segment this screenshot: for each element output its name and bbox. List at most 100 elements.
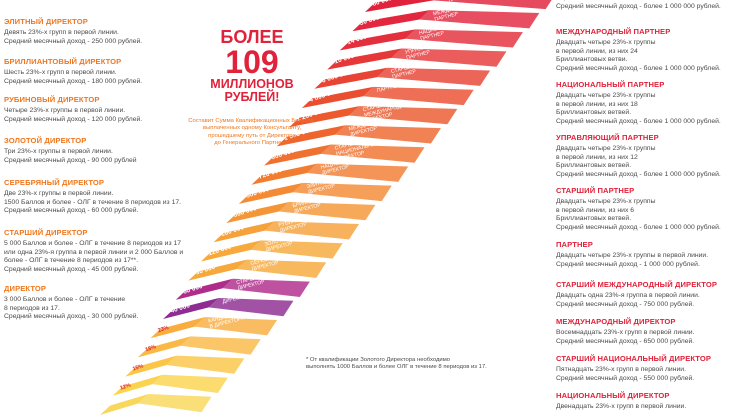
step-value-face [137,336,191,358]
step-label-face [377,67,491,86]
headline-line4: РУБЛЕЙ! [224,89,280,104]
step-label-face [293,182,392,202]
step-value-face [175,278,233,300]
left-level: БРИЛЛИАНТОВЫЙ ДИРЕКТОР Шесть 23%-х групп … [4,57,142,86]
step-label-face [363,86,474,106]
right-level: СТАРШИЙ МЕЖДУНАРОДНЫЙ ДИРЕКТОР Двадцать о… [556,280,717,309]
step-label-face [138,393,212,413]
step-value-face [264,144,332,166]
step-value-face [251,163,318,185]
level-title: МЕЖДУНАРОДНЫЙ ПАРТНЕР [556,27,671,36]
level-description: 5 000 Баллов и более - ОЛГ в течение 8 п… [4,240,184,273]
level-description: Три 23%-х группы в первой линии. Средний… [4,148,137,164]
right-level: первой линии, из них 30 Средний месячный… [556,0,721,11]
left-level: СЕРЕБРЯНЫЙ ДИРЕКТОР Две 23%-х группы в пе… [4,178,181,216]
level-title: ЗОЛОТОЙ ДИРЕКТОР [4,136,87,145]
left-level: ЭЛИТНЫЙ ДИРЕКТОР Девять 23%-х групп в пер… [4,17,142,46]
level-description: первой линии, из них 30 Средний месячный… [556,0,721,10]
step-label-face [419,10,540,29]
headline-line3: МИЛЛИОНОВ [210,77,294,91]
step-label-face [222,278,310,298]
step-value-face [365,0,434,12]
step-value-face [163,297,219,320]
stair-step: 6 000 000 СТАРШИЙПАРТНЕР [314,61,491,89]
level-title: НАЦИОНАЛЬНЫЙ ПАРТНЕР [556,80,665,89]
step-label-face [264,221,360,240]
right-level: НАЦИОНАЛЬНЫЙ ДИРЕКТОР Двенадцать 23%-х гр… [556,391,686,412]
level-description: Двенадцать 23%-х групп в первой линии. [556,403,687,410]
step-value-face [188,259,247,281]
level-title: УПРАВЛЯЮЩИЙ ПАРТНЕР [556,133,659,142]
footnote: * От квалификации Золотого Директора нео… [306,357,487,371]
level-description: Восемнадцать 23%-х групп в первой линии.… [556,329,695,345]
step-label-face [321,144,425,163]
stair-step: 1 260 000 СТАРШИЙМЕЖДУНАРОДНЫЙДИРЕКТОР [289,99,458,128]
step-value: 23% [157,325,169,334]
step-value-face [150,317,205,339]
step-label-face [433,0,552,10]
level-description: Двадцать четыре 23%-х группы в первой ли… [556,92,721,125]
stair-step: 60 000 000ГЕНЕРАЛЬНЫЙПАРТНЕР [365,0,552,12]
step-label-face [180,336,261,355]
right-level: МЕЖДУНАРОДНЫЙ ДИРЕКТОР Восемнадцать 23%-х… [556,317,694,346]
step-value-face [327,48,402,70]
step-value-face [339,29,416,51]
step-value-face [112,374,163,396]
step-value-face [352,10,430,32]
level-title: СТАРШИЙ МЕЖДУНАРОДНЫЙ ДИРЕКТОР [556,280,718,289]
left-level: ДИРЕКТОР 3 000 Баллов и более - ОЛГ в теч… [4,284,138,322]
step-label-face [278,202,376,221]
step-label-face [349,106,458,125]
stair-step: 12% [112,374,228,396]
level-title: НАЦИОНАЛЬНЫЙ ДИРЕКТОР [556,391,670,400]
stair-step [100,393,212,415]
level-title: СЕРЕБРЯНЫЙ ДИРЕКТОР [4,178,105,187]
step-label-face [166,355,245,374]
level-description: Пятнадцать 23%-х групп в первой линии. С… [556,366,695,382]
step-label-face [236,259,327,278]
step-value: 12% [119,383,131,392]
left-level: РУБИНОВЫЙ ДИРЕКТОР Четыре 23%-х группы в … [4,95,142,124]
step-label-face [208,297,294,317]
headline-note: Составит Сумма Квалификационных Бонусов,… [188,118,316,146]
level-title: ПАРТНЕР [556,240,593,249]
step-value-face [200,240,261,262]
level-description: Двадцать четыре 23%-х группы в первой ли… [556,145,721,178]
level-title: РУБИНОВЫЙ ДИРЕКТОР [4,95,100,104]
level-description: Четыре 23%-х группы в первой линии. Сред… [4,107,143,123]
right-level: МЕЖДУНАРОДНЫЙ ПАРТНЕР Двадцать четыре 23%… [556,27,721,73]
level-description: Двадцать четыре 23%-х группы в первой ли… [556,39,721,72]
step-value-face [226,202,289,224]
step-value-face [100,393,149,415]
step-value-face [289,106,360,128]
level-title: ЭЛИТНЫЙ ДИРЕКТОР [4,17,88,26]
right-level: ПАРТНЕР Двадцать четыре 23%-х группы в пе… [556,240,708,269]
step-value-face [276,125,346,147]
level-description: Двадцать четыре 23%-х группы в первой ли… [556,198,721,231]
step-value-face [238,182,304,204]
level-description: Двадцать четыре 23%-х группы в первой ли… [556,252,709,268]
step-label-face [391,48,507,67]
right-level: СТАРШИЙ НАЦИОНАЛЬНЫЙ ДИРЕКТОР Пятнадцать … [556,354,711,383]
right-level: СТАРШИЙ ПАРТНЕР Двадцать четыре 23%-х гру… [556,186,721,232]
level-title: СТАРШИЙ ПАРТНЕР [556,186,635,195]
level-title: МЕЖДУНАРОДНЫЙ ДИРЕКТОР [556,317,676,326]
right-level: УПРАВЛЯЮЩИЙ ПАРТНЕР Двадцать четыре 23%-х… [556,133,721,179]
step-value-face [125,355,177,377]
step-value: 18% [145,344,157,353]
step-label-face [335,125,441,144]
headline-number: 109 [225,44,279,80]
headline-line1: БОЛЕЕ [220,27,284,47]
level-description: Двадцать одна 23%-я группа в первой лини… [556,292,700,308]
level-description: 3 000 Баллов и более - ОЛГ в течение 8 п… [4,296,139,321]
level-description: Шесть 23%-х групп в первой линии. Средни… [4,69,143,85]
level-title: СТАРШИЙ ДИРЕКТОР [4,228,88,237]
step-label: ПАРТНЕР [376,82,402,94]
step-label-face [250,240,343,259]
right-level: НАЦИОНАЛЬНЫЙ ПАРТНЕР Двадцать четыре 23%-… [556,80,721,126]
level-title: ДИРЕКТОР [4,284,47,293]
